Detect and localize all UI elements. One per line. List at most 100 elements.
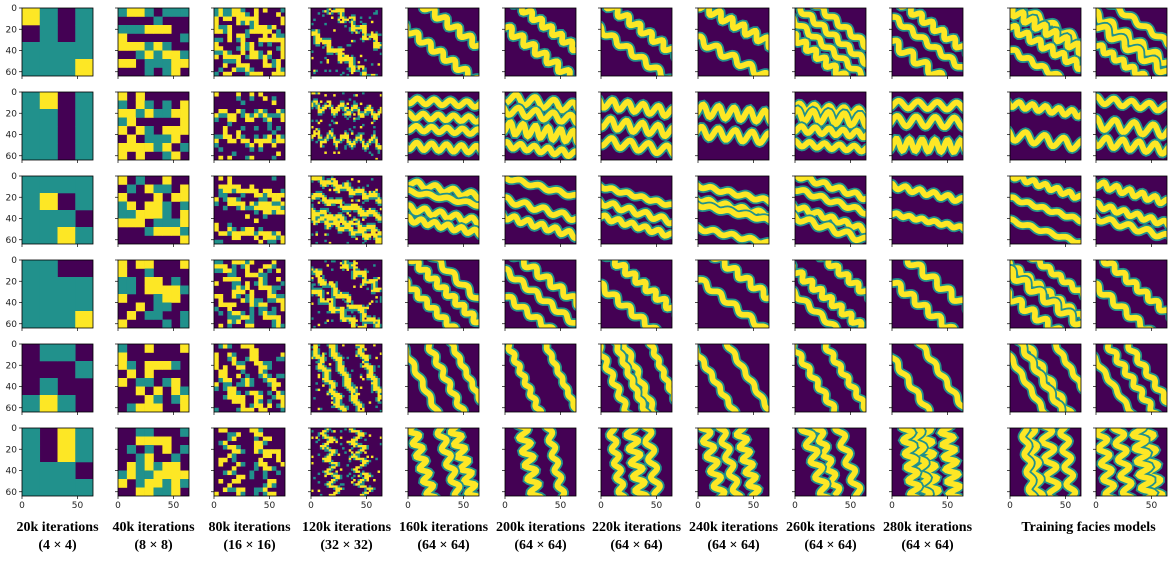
x-tick-label: 0 <box>19 501 25 511</box>
channel <box>646 344 672 403</box>
pixel <box>362 350 365 353</box>
pixel <box>339 73 343 76</box>
facies-image <box>22 92 93 160</box>
pixel <box>324 227 327 230</box>
pixel <box>370 285 374 288</box>
pixel <box>359 25 363 28</box>
pixel <box>377 401 381 404</box>
pixel <box>118 193 128 202</box>
pixel <box>267 382 272 387</box>
pixel <box>344 451 347 454</box>
pixel <box>368 371 372 375</box>
pixel <box>377 386 381 389</box>
pixel <box>359 54 363 58</box>
pixel <box>337 218 341 221</box>
pixel <box>180 403 189 412</box>
pixel <box>276 356 281 362</box>
pixel <box>249 147 255 152</box>
pixel <box>144 100 154 110</box>
pixel <box>240 201 246 207</box>
pixel <box>267 50 272 56</box>
pixel <box>366 365 369 368</box>
pixel <box>317 130 321 133</box>
pixel <box>366 287 369 291</box>
channel <box>797 8 866 67</box>
pixel <box>326 201 330 204</box>
pixel <box>330 224 334 228</box>
pixel <box>366 369 369 372</box>
pixel <box>317 111 321 114</box>
pixel <box>236 382 241 387</box>
pixel <box>359 315 363 318</box>
pixel <box>368 315 372 318</box>
pixel <box>379 145 382 148</box>
pixel <box>319 270 323 274</box>
pixel <box>315 39 318 43</box>
pixel <box>162 285 172 295</box>
pixel <box>222 71 228 76</box>
pixel <box>276 457 281 463</box>
pixel <box>353 401 356 404</box>
pixel <box>337 151 341 154</box>
pixel <box>348 111 352 114</box>
facies-image <box>601 176 672 244</box>
pixel <box>118 344 128 353</box>
pixel <box>118 25 128 34</box>
pixel <box>280 67 285 73</box>
pixel <box>236 92 241 97</box>
pixel <box>324 201 327 204</box>
channel <box>1096 179 1167 207</box>
pixel <box>353 203 356 207</box>
pixel <box>324 442 327 446</box>
pixel <box>350 277 354 280</box>
channel <box>1010 288 1063 328</box>
pixel <box>377 143 381 146</box>
pixel <box>249 390 255 396</box>
pixel <box>267 453 272 459</box>
pixel <box>231 54 237 60</box>
pixel <box>355 268 358 271</box>
pixel <box>339 140 343 144</box>
pixel <box>350 311 354 314</box>
pixel <box>359 283 363 286</box>
pixel <box>319 367 323 370</box>
pixel <box>366 193 369 196</box>
channel <box>892 97 963 113</box>
facies-image <box>311 428 382 496</box>
pixel <box>348 373 352 377</box>
pixel <box>222 386 228 392</box>
pixel <box>245 155 250 160</box>
pixel <box>227 487 233 493</box>
pixel <box>344 205 347 209</box>
pixel <box>364 438 367 442</box>
pixel <box>355 405 358 409</box>
pixel <box>346 136 350 140</box>
pixel <box>218 46 224 51</box>
pixel <box>330 344 334 347</box>
pixel <box>370 378 374 381</box>
pixel <box>180 260 189 269</box>
pixel <box>335 489 338 493</box>
pixel <box>280 356 285 362</box>
pixel <box>319 493 323 496</box>
pixel <box>258 399 264 404</box>
pixel <box>153 285 163 295</box>
pixel <box>214 281 219 286</box>
pixel <box>118 109 128 118</box>
pixel <box>342 201 345 204</box>
pixel <box>267 285 272 291</box>
pixel <box>317 193 321 196</box>
pixel <box>218 8 224 13</box>
pixel <box>379 298 382 301</box>
pixel <box>276 37 281 43</box>
pixel <box>258 457 264 463</box>
pixel <box>311 106 314 110</box>
pixel <box>271 201 277 207</box>
pixel <box>362 197 365 200</box>
pixel <box>315 272 318 276</box>
pixel <box>330 176 334 179</box>
pixel <box>313 134 316 137</box>
pixel <box>317 109 321 112</box>
pixel <box>373 279 376 282</box>
pixel <box>355 104 358 108</box>
